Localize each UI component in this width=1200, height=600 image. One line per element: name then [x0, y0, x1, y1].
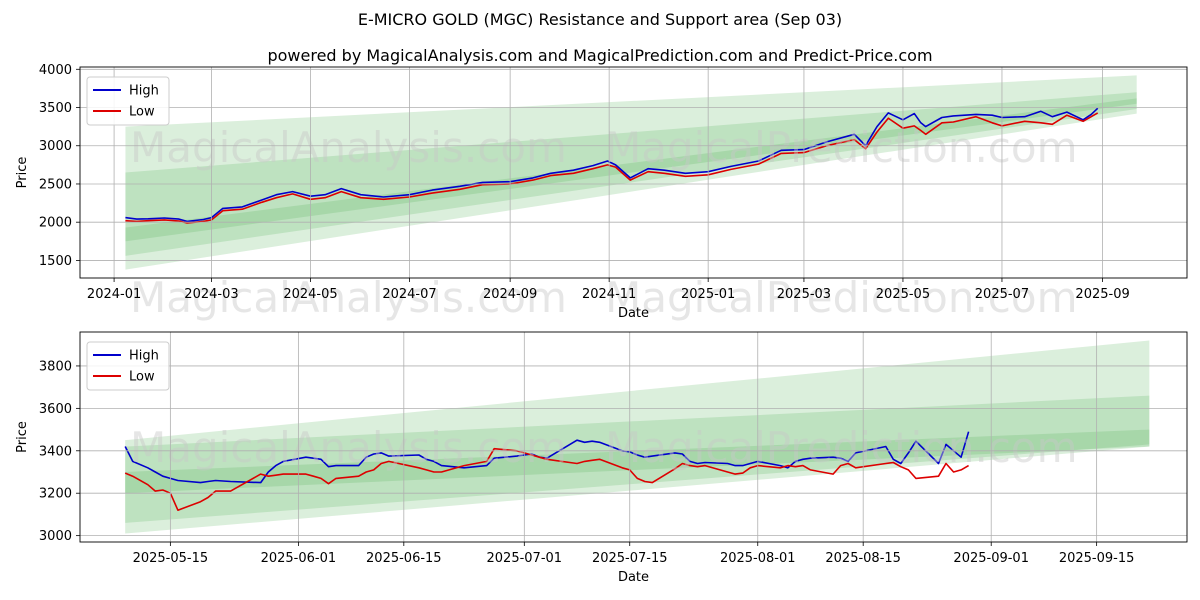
bottom-panel: MagicalAnalysis.com MagicalPrediction.com…	[15, 331, 1188, 585]
band-1	[125, 92, 1137, 256]
watermark-prediction: MagicalPrediction.com	[605, 423, 1078, 472]
x-tick-label: 2025-07-01	[487, 551, 563, 566]
x-axis-label: Date	[618, 570, 649, 585]
series-line-high	[124, 431, 970, 484]
y-tick-label: 2500	[39, 177, 72, 192]
x-tick-label: 2025-07	[975, 287, 1029, 302]
x-tick-label: 2025-05	[876, 287, 930, 302]
y-tick-label: 3200	[39, 487, 72, 502]
series-line-low	[125, 112, 1099, 224]
legend-label-high: High	[129, 84, 159, 99]
legend-label-low: Low	[129, 370, 155, 385]
top-panel: MagicalAnalysis.com MagicalPrediction.com…	[15, 63, 1188, 322]
x-tick-label: 2024-07	[382, 287, 436, 302]
x-tick-label: 2025-09	[1075, 287, 1129, 302]
plot-frame	[79, 331, 1188, 543]
x-tick-label: 2024-05	[283, 287, 337, 302]
watermark-analysis: MagicalAnalysis.com	[130, 273, 567, 322]
watermark-analysis: MagicalAnalysis.com	[130, 123, 567, 172]
y-tick-label: 2000	[39, 216, 72, 231]
watermark-analysis: MagicalAnalysis.com	[130, 423, 567, 472]
x-tick-label: 2024-03	[184, 287, 238, 302]
legend-label-high: High	[129, 349, 159, 364]
x-tick-label: 2025-08-01	[720, 551, 796, 566]
y-tick-label: 4000	[39, 63, 72, 78]
watermark-prediction: MagicalPrediction.com	[605, 123, 1078, 172]
x-tick-label: 2025-06-15	[366, 551, 442, 566]
plot-frame	[79, 66, 1188, 279]
x-tick-label: 2024-09	[483, 287, 537, 302]
x-axis-label: Date	[618, 306, 649, 321]
watermark-prediction: MagicalPrediction.com	[605, 273, 1078, 322]
chart-subtitle: powered by MagicalAnalysis.com and Magic…	[267, 46, 933, 65]
x-tick-label: 2025-01	[681, 287, 735, 302]
x-tick-label: 2025-05-15	[133, 551, 209, 566]
x-tick-label: 2024-11	[582, 287, 636, 302]
y-tick-label: 3500	[39, 101, 72, 116]
x-tick-label: 2025-06-01	[261, 551, 337, 566]
x-tick-label: 2025-08-15	[825, 551, 901, 566]
legend: High Low	[86, 76, 170, 126]
band-1	[125, 395, 1150, 523]
x-tick-label: 2025-07-15	[592, 551, 668, 566]
band-2	[125, 98, 1137, 242]
legend-label-low: Low	[129, 105, 155, 120]
y-axis-label: Price	[15, 421, 30, 453]
y-tick-label: 3000	[39, 529, 72, 544]
band-2	[125, 429, 1150, 494]
x-tick-label: 2025-09-15	[1059, 551, 1135, 566]
y-tick-label: 3800	[39, 359, 72, 374]
y-tick-label: 3000	[39, 139, 72, 154]
legend: High Low	[86, 341, 170, 391]
series-line-low	[124, 447, 969, 512]
y-axis-label: Price	[15, 157, 30, 189]
x-tick-label: 2025-03	[777, 287, 831, 302]
y-tick-label: 3400	[39, 444, 72, 459]
band-0	[125, 340, 1150, 534]
x-tick-label: 2025-09-01	[953, 551, 1029, 566]
y-tick-label: 1500	[39, 254, 72, 269]
chart-title: E-MICRO GOLD (MGC) Resistance and Suppor…	[357, 10, 843, 29]
y-tick-label: 3600	[39, 402, 72, 417]
series-line-high	[125, 107, 1099, 223]
x-tick-label: 2024-01	[87, 287, 141, 302]
